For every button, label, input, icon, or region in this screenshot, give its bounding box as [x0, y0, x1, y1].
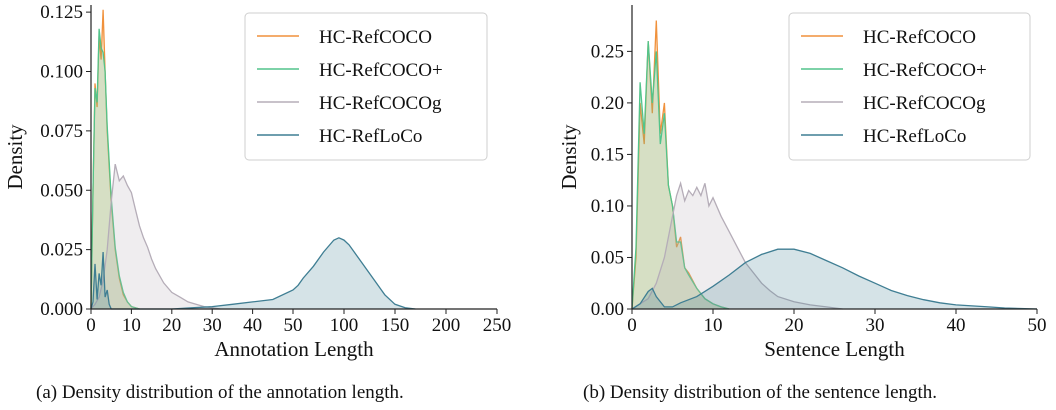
series-group	[631, 20, 1038, 310]
legend-label: HC-RefCOCO	[319, 27, 432, 48]
x-tick-label: 100	[330, 315, 359, 336]
area-hc-refloco	[632, 249, 1037, 309]
x-tick-label: 250	[483, 315, 512, 336]
y-tick-label: 0.000	[40, 299, 83, 320]
chart-annotation-length: 0 10 20 30 40 50 100 150 200 250 0.000 0.025 0.050 0.…	[3, 2, 512, 361]
line-hc-refcocog	[90, 163, 221, 310]
y-tick-label: 0.025	[40, 240, 83, 261]
area-hc-refcoco	[91, 9, 140, 310]
line-hc-refcoco-plus	[90, 28, 140, 310]
y-axis-label: Density	[3, 124, 27, 190]
legend-box	[244, 12, 488, 161]
x-axis-label: Annotation Length	[214, 337, 374, 361]
x-tick-label: 50	[1028, 315, 1047, 336]
legend: HC-RefCOCO HC-RefCOCO+ HC-RefCOCOg HC-RefLo…	[788, 12, 1031, 161]
caption-a: (a) Density distribution of the annotati…	[36, 382, 404, 403]
y-tick-label: 0.125	[40, 2, 83, 23]
legend-box	[788, 12, 1031, 161]
legend-label: HC-RefLoCo	[863, 126, 966, 147]
y-tick-label: 0.00	[591, 299, 624, 320]
x-tick-label: 200	[432, 315, 461, 336]
legend-label: HC-RefCOCO	[863, 27, 976, 48]
x-tick-label: 30	[866, 315, 885, 336]
line-hc-refloco	[90, 237, 416, 310]
legend-label: HC-RefCOCO+	[319, 60, 443, 81]
x-axis-label: Sentence Length	[764, 337, 905, 361]
y-tick-label: 0.100	[40, 62, 83, 83]
chart-sentence-length: 0 10 20 30 40 50 0.00 0.05 0.10 0.15 0.20 0.25 Sente…	[557, 5, 1047, 361]
y-tick-label: 0.15	[591, 144, 624, 165]
x-tick-label: 20	[785, 315, 804, 336]
line-hc-refloco	[631, 248, 1038, 310]
y-tick-label: 0.10	[591, 196, 624, 217]
x-tick-label: 50	[284, 315, 303, 336]
area-hc-refcoco-plus	[632, 41, 730, 309]
y-axis-label: Density	[557, 124, 581, 190]
line-hc-refcocog	[631, 180, 843, 310]
caption-b: (b) Density distribution of the sentence…	[583, 382, 938, 403]
x-tick-label: 10	[122, 315, 141, 336]
y-tick-label: 0.25	[591, 41, 624, 62]
series-group	[90, 9, 416, 310]
legend: HC-RefCOCO HC-RefCOCO+ HC-RefCOCOg HC-RefLo…	[244, 12, 488, 161]
legend-label: HC-RefCOCOg	[319, 93, 442, 114]
x-tick-label: 40	[243, 315, 262, 336]
y-tick-label: 0.075	[40, 121, 83, 142]
area-hc-refcoco-plus	[91, 28, 140, 310]
area-hc-refcocog	[91, 164, 221, 309]
x-tick-label: 30	[203, 315, 222, 336]
y-tick-label: 0.05	[591, 247, 624, 268]
y-tick-label: 0.050	[40, 180, 83, 201]
area-hc-refcocog	[632, 183, 843, 309]
x-tick-label: 40	[947, 315, 966, 336]
x-tick-label: 10	[704, 315, 723, 336]
legend-label: HC-RefLoCo	[319, 126, 422, 147]
x-tick-label: 150	[381, 315, 410, 336]
x-tick-label: 0	[86, 315, 96, 336]
y-tick-label: 0.20	[591, 93, 624, 114]
area-hc-refloco	[91, 237, 416, 309]
x-tick-label: 20	[162, 315, 181, 336]
area-hc-refcoco	[632, 20, 730, 309]
legend-label: HC-RefCOCOg	[863, 93, 986, 114]
x-tick-label: 0	[627, 315, 637, 336]
legend-label: HC-RefCOCO+	[863, 60, 987, 81]
line-hc-refcoco-plus	[631, 41, 730, 310]
